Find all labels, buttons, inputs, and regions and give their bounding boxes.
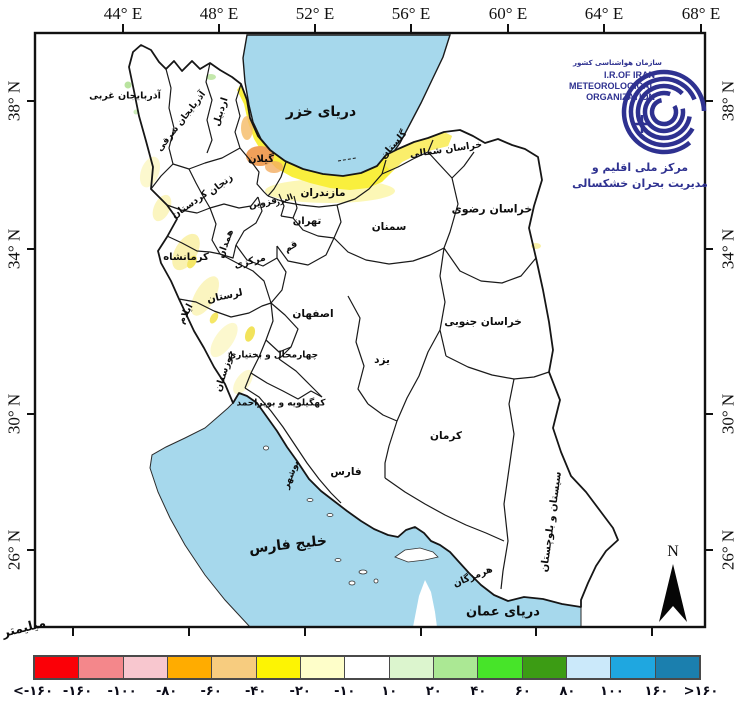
colorbar-tick-label: ۱۰۰ [600,684,624,699]
colorbar-cell [565,657,611,678]
colorbar-tick-label: ۱۰ [381,684,398,699]
province-label: خراسان جنوبی [444,315,522,328]
province-label: کهگیلویه و بویراحمد [236,398,326,409]
colorbar-tick-label: ۴۰ [470,684,487,699]
axis-ticks [27,24,713,636]
caspian-sea-label: دریای خزر [285,104,357,120]
colorbar-cell [344,657,389,678]
colorbar-tick-label: -۱۶۰ [62,684,93,699]
lon-label: 44° E [103,4,143,23]
colorbar-tick-label: -۱۰۰ [107,684,137,699]
province-borders [150,62,550,590]
lat-label: 34° N [718,228,738,270]
province-label: خراسان رضوی [451,202,533,216]
lat-label: 26° N [718,529,738,571]
lon-label: 64° E [584,4,624,23]
lon-label: 48° E [199,4,239,23]
province-label: یزد [374,353,390,366]
colorbar-cell [388,657,433,678]
province-label: مازندران [300,186,346,199]
iran-outline [128,44,619,608]
colorbar-tick-label: -۶۰ [200,684,222,699]
persian-gulf-shape [149,392,582,628]
lat-label: 38° N [4,80,24,122]
colorbar-cell [521,657,566,678]
colorbar-cell [654,657,699,678]
lon-label: 56° E [391,4,431,23]
precip-strip-golestan [386,132,452,172]
gulf-islands [263,445,439,586]
province-label: تهران [292,216,322,227]
logo-en-line3: ORGANIZATION [586,92,655,102]
colorbar-tick-label: ۲۰ [425,684,442,699]
colorbar-tick-label: -۴۰ [245,684,267,699]
province-label: سمنان [371,220,407,233]
lat-label: 30° N [718,393,738,435]
province-label: اصفهان [292,307,334,320]
colorbar-labels: <-۱۶۰ -۱۶۰ -۱۰۰ -۸۰ -۶۰ -۴۰ -۲۰ -۱۰ ۱۰ ۲۰ ۴۰ ۶۰ ۸۰ ۱۰… [13,684,718,701]
province-label: کرمانشاه [163,252,209,263]
province-label: گیلان [247,154,275,165]
colorbar-tick-label: ۸۰ [559,684,576,699]
logo-fa-bottom2: مدیریت بحران خشکسالی [572,177,708,190]
colorbar-cell [78,657,123,678]
colorbar-tick-label: -۱۰ [334,684,356,699]
lat-label: 30° N [4,393,24,435]
colorbar-tick-label: >۱۶۰ [683,684,719,699]
map-frame [33,31,707,629]
colorbar-tick-label: -۲۰ [289,684,311,699]
province-label: چهارمحال و بختیاری [227,350,319,361]
lat-label: 26° N [4,529,24,571]
colorbar-cell [477,657,522,678]
oman-sea-label: دریای عمان [466,604,540,620]
colorbar-tick-label: -۸۰ [155,684,178,699]
colorbar-cell [255,657,300,678]
logo-fa-bottom1: مرکز ملی اقلیم و [591,161,689,174]
colorbar-cell [35,657,79,678]
logo-en-line2: METEOROLOGICAL [569,81,655,91]
colorbar-cell [610,657,655,678]
colorbar-cell [211,657,256,678]
lon-label: 68° E [681,4,721,23]
colorbar-tick-label: <-۱۶۰ [12,684,54,699]
province-label: کرمان [429,429,463,442]
colorbar-cell [166,657,212,678]
logo-en-line1: I.R.OF IRAN [604,70,655,80]
colorbar-cells [33,655,701,680]
lon-label: 52° E [295,4,335,23]
north-arrow-label: N [667,543,679,560]
lat-label: 34° N [4,228,24,270]
colorbar-cell [122,657,167,678]
colorbar-cell [299,657,345,678]
colorbar-tick-label: ۶۰ [514,684,531,699]
lat-label: 38° N [718,80,738,122]
province-label: آذربایجان غربی [89,90,161,102]
logo-fa-top: سازمان هواشناسی کشور [573,59,662,67]
colorbar-cell [432,657,478,678]
musandam-peninsula [413,580,437,627]
lon-label: 60° E [488,4,528,23]
north-arrow-icon [659,564,687,622]
province-label: فارس [330,465,362,478]
colorbar-tick-label: ۱۶۰ [644,684,669,699]
